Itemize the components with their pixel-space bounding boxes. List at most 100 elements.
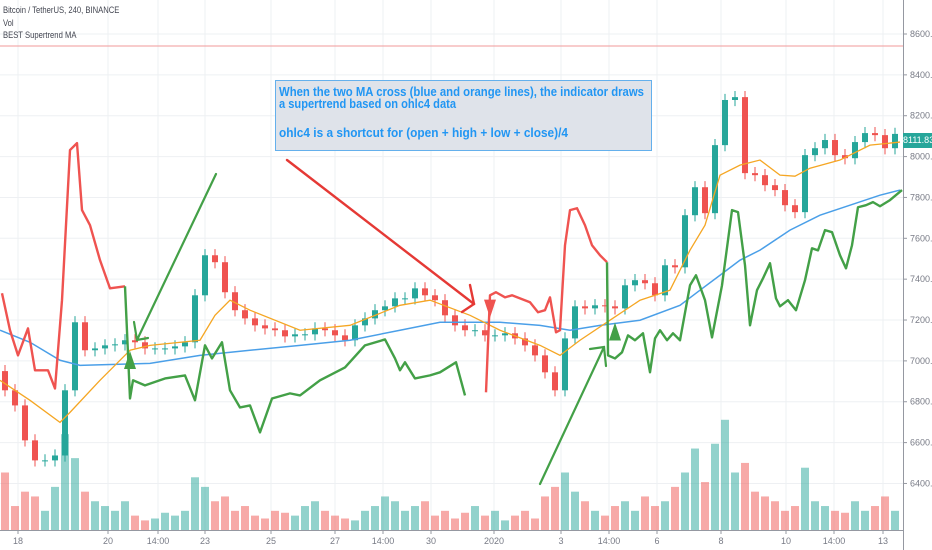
volume-bar — [541, 496, 549, 530]
candle-body — [632, 280, 638, 286]
volume-bar — [471, 506, 479, 530]
candle-body — [12, 390, 18, 406]
annotation-line-2: a supertrend based on ohlc4 data — [279, 96, 457, 111]
candle-body — [162, 348, 168, 350]
candle-body — [342, 335, 348, 341]
annotation-line-3: ohlc4 is a shortcut for (open + high + l… — [279, 125, 569, 140]
volume-bar — [791, 506, 799, 530]
grid — [0, 0, 903, 530]
candle-body — [702, 187, 708, 214]
volume-bar — [311, 501, 319, 530]
volume-bars — [1, 419, 899, 530]
candle-body — [262, 325, 268, 329]
volume-bar — [831, 510, 839, 530]
volume-bar — [821, 506, 829, 530]
candle-body — [892, 133, 898, 149]
volume-indicator-label[interactable]: Vol — [3, 17, 14, 28]
green-arrow-1[interactable] — [132, 172, 218, 342]
volume-bar — [361, 510, 369, 530]
time-axis[interactable]: 18 20 14:00 23 25 27 14:00 30 2020 3 14:00 6 8 10 14:0… — [13, 530, 888, 546]
x-tick-label: 14:00 — [823, 536, 846, 546]
volume-bar — [61, 434, 69, 530]
volume-bar — [611, 506, 619, 530]
candle-body — [812, 148, 818, 156]
candle-body — [682, 215, 688, 268]
candle-body — [452, 315, 458, 326]
supertrend — [0, 141, 903, 434]
volume-bar — [581, 501, 589, 530]
y-tick-label: 8200.00 — [910, 111, 932, 121]
candle-body — [422, 288, 428, 296]
candle-body — [202, 255, 208, 296]
volume-bar — [321, 510, 329, 530]
y-tick-label: 7200.00 — [910, 315, 932, 325]
candle-body — [532, 345, 538, 356]
candle-body — [542, 355, 548, 373]
green-arrow-2[interactable] — [538, 345, 608, 486]
volume-bar — [121, 501, 129, 530]
volume-bar — [41, 510, 49, 530]
volume-bar — [11, 506, 19, 530]
candle-body — [402, 298, 408, 300]
candle-body — [42, 460, 48, 462]
x-tick-label: 2020 — [484, 536, 504, 546]
volume-bar — [561, 472, 569, 530]
x-tick-label: 3 — [558, 536, 563, 546]
candle-body — [102, 345, 108, 349]
candle-body — [832, 140, 838, 156]
y-tick-label: 6600.00 — [910, 438, 932, 448]
candle-body — [472, 330, 478, 332]
volume-bar — [301, 506, 309, 530]
x-tick-label: 14:00 — [372, 536, 395, 546]
y-tick-label: 8400.00 — [910, 70, 932, 80]
volume-bar — [401, 510, 409, 530]
volume-bar — [411, 506, 419, 530]
volume-bar — [371, 506, 379, 530]
candle-body — [642, 280, 648, 284]
candle-body — [662, 265, 668, 296]
volume-bar — [281, 512, 289, 530]
candle-body — [142, 342, 148, 349]
volume-bar — [131, 515, 139, 530]
x-tick-label: 23 — [200, 536, 210, 546]
candle-body — [852, 142, 858, 159]
volume-bar — [341, 518, 349, 530]
volume-bar — [171, 515, 179, 530]
volume-bar — [761, 496, 769, 530]
y-tick-label: 8000.00 — [910, 152, 932, 162]
candle-body — [602, 305, 608, 307]
chart-legend: Bitcoin / TetherUS, 240, BINANCE Vol BES… — [3, 4, 119, 42]
price-axis[interactable]: 8600.00 8400.00 8200.00 8000.00 7800.00 7600.… — [903, 29, 932, 488]
supertrend-down-line — [0, 141, 126, 390]
red-arrow[interactable] — [285, 158, 476, 314]
volume-bar — [461, 512, 469, 530]
volume-bar — [571, 491, 579, 530]
candle-body — [312, 328, 318, 335]
candle-body — [152, 348, 158, 350]
candle-body — [432, 295, 438, 301]
last-price-label: 8111.83 — [903, 133, 932, 148]
candle-body — [122, 340, 128, 345]
candle-body — [802, 155, 808, 213]
candle-body — [462, 325, 468, 331]
volume-bar — [291, 515, 299, 530]
volume-bar — [241, 506, 249, 530]
fast-ma-line — [0, 141, 901, 424]
annotation-box[interactable]: When the two MA cross (blue and orange l… — [275, 80, 652, 151]
volume-bar — [391, 501, 399, 530]
candle-body — [502, 333, 508, 336]
volume-bar — [641, 496, 649, 530]
volume-bar — [431, 515, 439, 530]
symbol-title[interactable]: Bitcoin / TetherUS, 240, BINANCE — [3, 5, 120, 15]
volume-bar — [671, 486, 679, 530]
volume-bar — [811, 501, 819, 530]
volume-bar — [161, 512, 169, 530]
x-tick-label: 14:00 — [598, 536, 621, 546]
candle-body — [582, 306, 588, 309]
volume-bar — [481, 515, 489, 530]
supertrend-indicator-label[interactable]: BEST Supertrend MA — [3, 30, 77, 40]
candle-body — [302, 334, 308, 336]
candle-body — [772, 185, 778, 191]
candle-body — [72, 322, 78, 391]
